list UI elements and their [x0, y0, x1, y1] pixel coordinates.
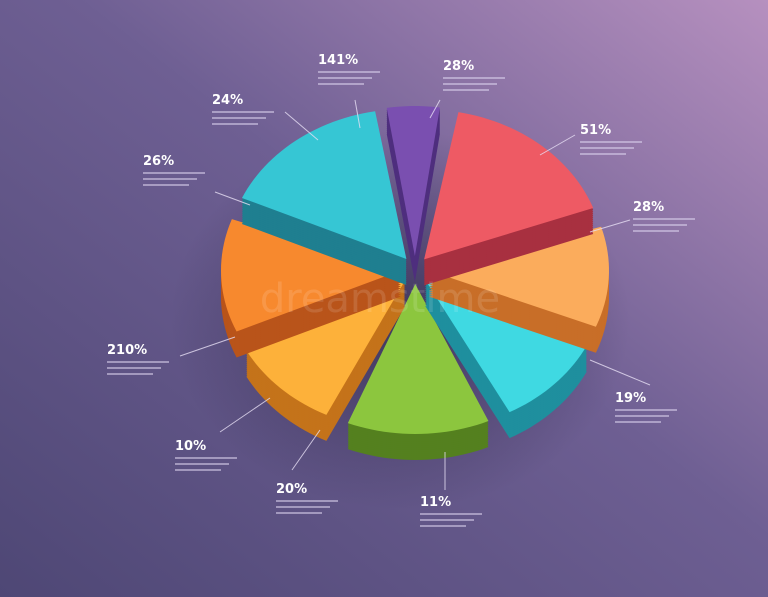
leader-line: [354, 99, 361, 129]
placeholder-line: [175, 469, 221, 471]
placeholder-line: [175, 463, 229, 465]
placeholder-line: [580, 147, 634, 149]
value-label: 51%: [580, 123, 611, 138]
value-label: 210%: [107, 343, 147, 358]
placeholder-line: [318, 77, 372, 79]
placeholder-line: [443, 89, 489, 91]
slice-top: [221, 219, 402, 332]
leader-line: [284, 111, 319, 141]
placeholder-line: [420, 513, 482, 515]
placeholder-line: [615, 415, 669, 417]
placeholder-line: [212, 111, 274, 113]
value-label: 10%: [175, 439, 206, 454]
placeholder-line: [633, 224, 687, 226]
value-label: 11%: [420, 495, 451, 510]
placeholder-line: [212, 123, 258, 125]
placeholder-line: [443, 77, 505, 79]
slice-top: [386, 106, 440, 257]
slice-top: [424, 112, 594, 260]
placeholder-line: [580, 141, 642, 143]
watermark: dreamstime: [260, 276, 500, 322]
placeholder-line: [276, 506, 330, 508]
leader-line: [539, 134, 576, 156]
value-label: 141%: [318, 53, 358, 68]
placeholder-line: [615, 409, 677, 411]
placeholder-line: [633, 218, 695, 220]
leader-line: [291, 429, 321, 471]
slice-top: [246, 280, 406, 415]
placeholder-line: [420, 519, 474, 521]
placeholder-line: [143, 178, 197, 180]
placeholder-line: [318, 71, 380, 73]
placeholder-line: [175, 457, 237, 459]
placeholder-line: [276, 512, 322, 514]
slice-top: [425, 279, 587, 413]
placeholder-line: [276, 500, 338, 502]
slice-top: [241, 111, 407, 259]
value-label: 28%: [633, 200, 664, 215]
placeholder-line: [212, 117, 266, 119]
pie: [221, 106, 609, 460]
placeholder-line: [107, 367, 161, 369]
labels: 141% 28% 51% 28% 19% 11% 20% 10% 210% 26% 24%: [107, 53, 695, 527]
value-label: 28%: [443, 59, 474, 74]
slice-top: [347, 283, 489, 434]
placeholder-line: [143, 172, 205, 174]
placeholder-line: [443, 83, 497, 85]
placeholder-line: [318, 83, 364, 85]
placeholder-line: [143, 184, 189, 186]
placeholder-line: [615, 421, 661, 423]
leader-line: [214, 191, 251, 206]
leader-line: [219, 397, 271, 433]
value-label: 20%: [276, 482, 307, 497]
leader-line: [589, 219, 631, 233]
value-label: 24%: [212, 93, 243, 108]
placeholder-line: [420, 525, 466, 527]
placeholder-line: [633, 230, 679, 232]
slice-top: [428, 226, 609, 327]
placeholder-line: [580, 153, 626, 155]
leader-line: [589, 359, 651, 386]
placeholder-line: [107, 361, 169, 363]
leader-line: [179, 336, 236, 357]
value-label: 26%: [143, 154, 174, 169]
placeholder-line: [107, 373, 153, 375]
value-label: 19%: [615, 391, 646, 406]
leader-line: [429, 99, 441, 119]
